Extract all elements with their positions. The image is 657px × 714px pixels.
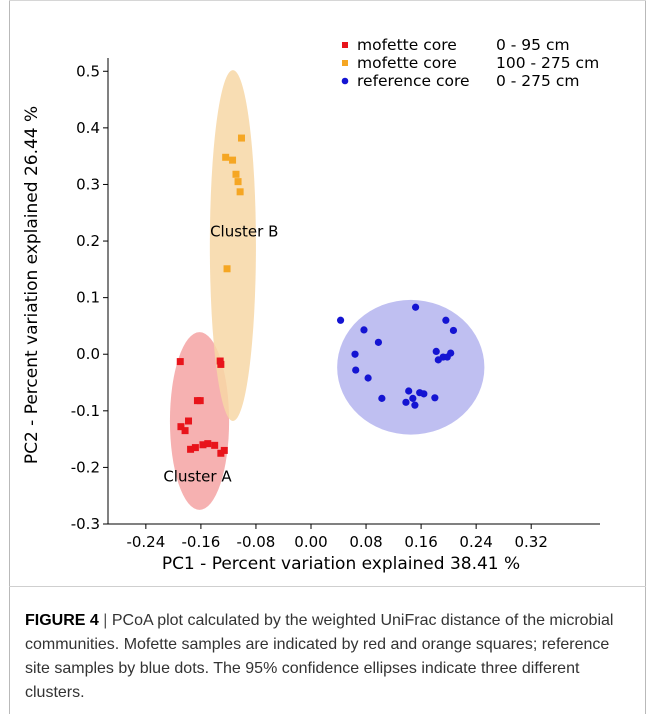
point-series1-9 — [187, 445, 195, 453]
legend-name-3: reference core — [357, 72, 470, 90]
x-axis-label: PC1 - Percent variation explained 38.41 … — [162, 554, 520, 574]
y-tick-label-1: -0.3 — [71, 515, 100, 533]
point-series3-5 — [364, 374, 372, 382]
caption-separator: | — [98, 612, 112, 629]
point-series3-10 — [405, 387, 413, 395]
x-tick-label-5: 0.08 — [349, 533, 382, 551]
cluster-label-2: Cluster B — [210, 223, 278, 241]
figure-frame-top — [9, 0, 646, 1]
caption-divider — [9, 586, 646, 587]
point-series3-2 — [351, 350, 359, 358]
axes — [107, 58, 600, 525]
legend-range-3: 0 - 275 cm — [496, 72, 579, 90]
confidence-ellipse-3 — [337, 299, 485, 435]
legend-name-1: mofette core — [357, 36, 457, 54]
y-axis-label: PC2 - Percent variation explained 26.44 … — [22, 106, 42, 464]
data-points — [176, 134, 458, 457]
x-tick-label-1: -0.24 — [126, 533, 165, 551]
y-tick-label-4: 0.0 — [76, 345, 100, 363]
point-series2-1 — [222, 153, 230, 161]
y-tick-label-6: 0.2 — [76, 232, 100, 250]
point-series3-9 — [402, 398, 410, 406]
legend-marker-1 — [342, 42, 348, 48]
point-series1-13 — [211, 441, 219, 449]
x-tick-label-7: 0.24 — [459, 533, 492, 551]
x-tick-label-4: 0.00 — [294, 533, 327, 551]
cluster-label-1: Cluster A — [163, 468, 232, 486]
point-series3-14 — [420, 390, 428, 398]
point-series3-8 — [411, 303, 420, 311]
legend-range-2: 100 - 275 cm — [496, 54, 599, 72]
x-tick-label-8: 0.32 — [514, 533, 547, 551]
x-tick-label-2: -0.16 — [181, 533, 220, 551]
point-series1-11 — [199, 441, 207, 449]
legend: mofette core 0 - 95 cm mofette core 100 - 2… — [341, 36, 599, 90]
point-series2-7 — [223, 265, 231, 273]
confidence-ellipse-2 — [209, 70, 256, 422]
y-tick-label-2: -0.2 — [71, 458, 100, 476]
x-ticks: -0.24 -0.16 -0.08 0.00 0.08 0.16 0.24 0.32 — [126, 524, 548, 551]
point-series2-4 — [234, 178, 242, 186]
confidence-ellipse-1 — [169, 332, 230, 510]
pcoa-scatter-plot: Cluster A Cluster B -0.24 -0.16 -0.08 0.00 0.… — [22, 36, 600, 574]
point-series3-7 — [378, 394, 386, 402]
point-series2-5 — [236, 188, 244, 196]
figure-frame-left — [9, 0, 10, 714]
cluster-labels: Cluster A Cluster B — [163, 223, 278, 486]
point-series1-10 — [191, 444, 199, 452]
legend-name-2: mofette core — [357, 54, 457, 72]
y-tick-label-9: 0.5 — [76, 62, 100, 80]
point-series1-15 — [217, 449, 225, 457]
point-series1-8 — [181, 427, 189, 435]
point-series3-19 — [442, 316, 450, 324]
legend-marker-2 — [342, 60, 348, 66]
figure-label: FIGURE 4 — [25, 612, 99, 629]
legend-range-1: 0 - 95 cm — [496, 36, 570, 54]
point-series1-1 — [176, 358, 184, 366]
legend-marker-3 — [341, 77, 349, 85]
point-series3-6 — [374, 338, 383, 346]
y-tick-label-5: 0.1 — [76, 289, 100, 307]
point-series2-2 — [229, 156, 237, 164]
point-series3-3 — [352, 366, 360, 374]
point-series1-12 — [204, 440, 212, 448]
y-ticks: -0.3 -0.2 -0.1 0.0 0.1 0.2 0.3 0.4 0.5 — [71, 62, 108, 533]
y-tick-label-7: 0.3 — [76, 175, 100, 193]
point-series1-5 — [196, 397, 204, 405]
point-series3-11 — [409, 394, 417, 402]
x-tick-label-3: -0.08 — [237, 533, 276, 551]
point-series1-3 — [217, 360, 225, 368]
point-series3-22 — [449, 326, 458, 335]
point-series3-1 — [336, 316, 345, 324]
figure-frame-right — [645, 0, 646, 714]
point-series3-21 — [447, 349, 455, 357]
confidence-ellipses — [169, 70, 485, 510]
y-tick-label-3: -0.1 — [71, 402, 100, 420]
point-series2-6 — [237, 134, 245, 142]
y-tick-label-8: 0.4 — [76, 119, 100, 137]
point-series1-7 — [177, 423, 185, 431]
point-series3-16 — [432, 347, 440, 355]
caption-text: PCoA plot calculated by the weighted Uni… — [25, 612, 614, 701]
point-series3-4 — [360, 326, 368, 334]
point-series1-6 — [185, 417, 193, 425]
point-series3-15 — [431, 394, 439, 402]
x-tick-label-6: 0.16 — [404, 533, 437, 551]
figure-caption: FIGURE 4 | PCoA plot calculated by the w… — [25, 609, 630, 705]
point-series3-12 — [411, 401, 419, 409]
point-series2-3 — [232, 170, 240, 178]
